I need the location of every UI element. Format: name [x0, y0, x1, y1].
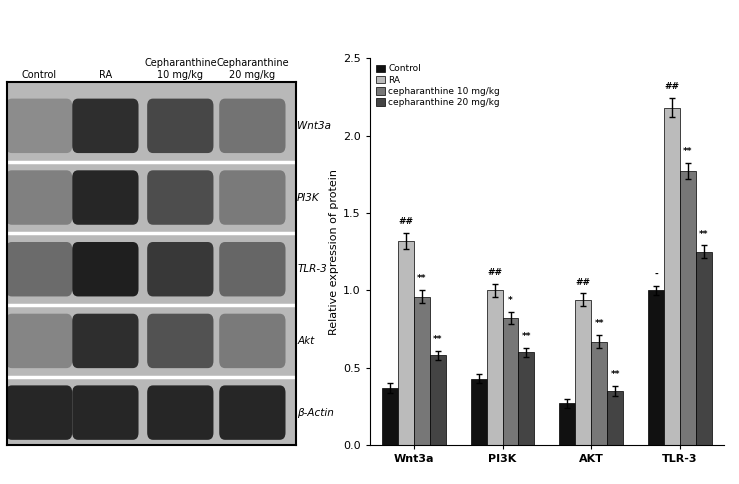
- FancyBboxPatch shape: [72, 170, 138, 225]
- Text: PI3K: PI3K: [297, 193, 320, 202]
- Bar: [519, 352, 534, 445]
- Text: TLR-3: TLR-3: [297, 264, 327, 274]
- FancyBboxPatch shape: [6, 242, 72, 296]
- Bar: [430, 355, 446, 445]
- Bar: [382, 388, 398, 445]
- Bar: [559, 404, 575, 445]
- Text: **: **: [610, 370, 620, 379]
- Legend: Control, RA, cepharanthine 10 mg/kg, cepharanthine 20 mg/kg: Control, RA, cepharanthine 10 mg/kg, cep…: [374, 62, 502, 109]
- FancyBboxPatch shape: [147, 385, 214, 440]
- Text: Cepharanthine
20 mg/kg: Cepharanthine 20 mg/kg: [216, 58, 289, 80]
- FancyBboxPatch shape: [219, 242, 285, 296]
- FancyBboxPatch shape: [72, 99, 138, 153]
- Text: RA: RA: [99, 70, 112, 80]
- FancyBboxPatch shape: [6, 99, 72, 153]
- Text: **: **: [594, 319, 604, 328]
- FancyBboxPatch shape: [72, 314, 138, 368]
- Text: **: **: [683, 148, 692, 156]
- Bar: [414, 297, 430, 445]
- Bar: [680, 171, 696, 445]
- Text: Cepharanthine
10 mg/kg: Cepharanthine 10 mg/kg: [144, 58, 217, 80]
- Text: **: **: [699, 229, 709, 239]
- Y-axis label: Relative expression of protein: Relative expression of protein: [329, 169, 338, 334]
- Text: -: -: [654, 270, 658, 279]
- Text: Control: Control: [21, 70, 57, 80]
- Text: **: **: [433, 335, 443, 344]
- Text: *: *: [508, 296, 513, 305]
- Bar: [591, 342, 607, 445]
- Bar: [696, 252, 712, 445]
- Text: **: **: [522, 332, 531, 341]
- FancyBboxPatch shape: [147, 314, 214, 368]
- FancyBboxPatch shape: [219, 314, 285, 368]
- FancyBboxPatch shape: [219, 385, 285, 440]
- Text: ##: ##: [576, 277, 590, 287]
- FancyBboxPatch shape: [147, 170, 214, 225]
- FancyBboxPatch shape: [6, 170, 72, 225]
- Bar: [471, 378, 486, 445]
- Text: ##: ##: [664, 82, 679, 91]
- Bar: [648, 290, 664, 445]
- Bar: [486, 290, 503, 445]
- Text: β-Actin: β-Actin: [297, 408, 334, 418]
- Bar: [607, 391, 623, 445]
- FancyBboxPatch shape: [219, 99, 285, 153]
- FancyBboxPatch shape: [147, 242, 214, 296]
- FancyBboxPatch shape: [72, 242, 138, 296]
- Text: **: **: [417, 274, 426, 284]
- FancyBboxPatch shape: [147, 99, 214, 153]
- Bar: [575, 300, 591, 445]
- FancyBboxPatch shape: [72, 385, 138, 440]
- Text: Wnt3a: Wnt3a: [297, 121, 331, 131]
- Bar: [503, 318, 519, 445]
- Bar: [398, 241, 414, 445]
- FancyBboxPatch shape: [6, 385, 72, 440]
- Text: ##: ##: [487, 268, 502, 277]
- Text: ##: ##: [398, 217, 413, 226]
- FancyBboxPatch shape: [6, 314, 72, 368]
- FancyBboxPatch shape: [219, 170, 285, 225]
- Bar: [664, 107, 680, 445]
- Text: Akt: Akt: [297, 336, 314, 346]
